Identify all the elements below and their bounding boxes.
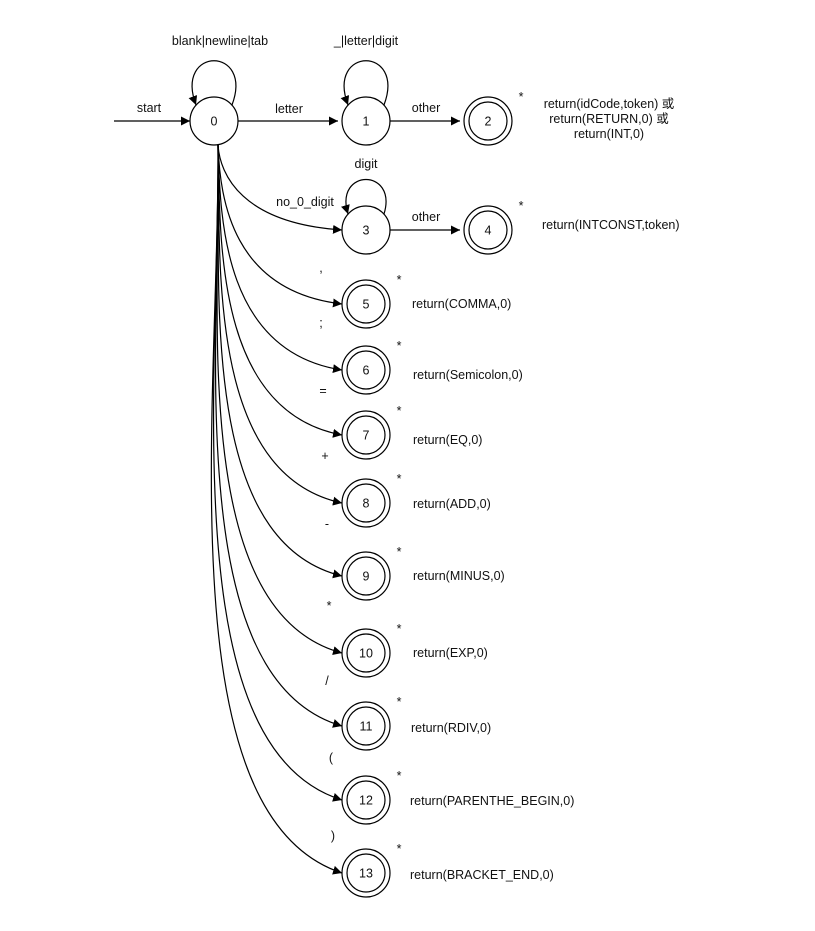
transition-label-0-8: + — [321, 449, 328, 463]
state-label-7: 7 — [363, 429, 370, 443]
state-5: 5* — [341, 273, 402, 329]
action-6-line-0: return(Semicolon,0) — [413, 368, 523, 382]
transition-0-10 — [216, 144, 343, 655]
state-label-4: 4 — [485, 224, 492, 238]
accept-star-12: * — [397, 769, 402, 783]
state-11: 11 * — [341, 695, 402, 751]
action-8-line-0: return(ADD,0) — [413, 497, 491, 511]
state-label-0: 0 — [211, 115, 218, 129]
transition-label-1-2: other — [412, 101, 441, 115]
action-5-line-0: return(COMMA,0) — [412, 297, 511, 311]
accept-star-4: * — [519, 199, 524, 213]
transition-label-1-1: _|letter|digit — [333, 34, 399, 48]
accept-star-10: * — [397, 622, 402, 636]
accept-star-8: * — [397, 472, 402, 486]
transition-0-6 — [217, 144, 343, 374]
state-12: 12 * — [341, 769, 402, 825]
state-label-11: 11 — [360, 720, 373, 734]
transition-label-3-4: other — [412, 210, 441, 224]
action-2-line-0: return(idCode,token) 或 — [544, 97, 675, 111]
transition-3-3 — [341, 179, 387, 215]
transition-0-0 — [188, 60, 237, 106]
state-0: 0 — [189, 96, 239, 146]
state-label-5: 5 — [363, 298, 370, 312]
accept-star-7: * — [397, 404, 402, 418]
action-7-line-0: return(EQ,0) — [413, 433, 482, 447]
accept-star-11: * — [397, 695, 402, 709]
action-12-line-0: return(PARENTHE_BEGIN,0) — [410, 794, 574, 808]
accept-star-5: * — [397, 273, 402, 287]
transition-label-3-3: digit — [355, 157, 378, 171]
state-label-13: 13 — [359, 867, 373, 881]
state-label-2: 2 — [485, 115, 492, 129]
state-10: 10 * — [341, 622, 402, 678]
transition-label-0-6: ; — [319, 316, 322, 330]
action-2-line-1: return(RETURN,0) 或 — [549, 112, 669, 126]
state-9: 9* — [341, 545, 402, 601]
state-8: 8* — [341, 472, 402, 528]
transition-label-0-1: letter — [275, 102, 303, 116]
action-9-line-0: return(MINUS,0) — [413, 569, 505, 583]
state-2: 2* — [463, 90, 524, 146]
state-label-1: 1 — [363, 115, 370, 129]
state-4: 4* — [463, 199, 524, 255]
state-1: 1 — [341, 96, 391, 146]
transition-0-3 — [217, 144, 343, 234]
action-4-line-0: return(INTCONST,token) — [542, 218, 680, 232]
state-13: 13 * — [341, 842, 402, 898]
state-6: 6* — [341, 339, 402, 395]
action-2-line-2: return(INT,0) — [574, 127, 644, 141]
transition-0-9 — [217, 144, 343, 579]
state-label-3: 3 — [363, 224, 370, 238]
start-label: start — [137, 101, 162, 115]
states-layer: 0 1 2*3 4*5*6*7*8*9*10*11*12*13* — [189, 90, 524, 898]
state-label-8: 8 — [363, 497, 370, 511]
state-label-12: 12 — [359, 794, 373, 808]
edges-layer — [114, 60, 460, 875]
state-label-6: 6 — [363, 364, 370, 378]
action-10-line-0: return(EXP,0) — [413, 646, 488, 660]
transition-label-0-3: no_0_digit — [276, 195, 334, 209]
transition-0-11 — [214, 144, 343, 728]
action-13-line-0: return(BRACKET_END,0) — [410, 868, 554, 882]
transition-label-0-10: * — [327, 599, 332, 613]
state-3: 3 — [341, 205, 391, 255]
accept-star-2: * — [519, 90, 524, 104]
transition-label-0-11: / — [325, 674, 329, 688]
transition-label-0-9: - — [325, 517, 329, 531]
transition-0-13 — [210, 144, 343, 875]
transition-label-0-12: ( — [329, 751, 334, 765]
transition-label-0-13: ) — [331, 829, 335, 843]
state-label-10: 10 — [359, 647, 373, 661]
transition-label-0-5: , — [319, 261, 322, 275]
transition-0-5 — [217, 144, 343, 308]
transition-1-1 — [340, 60, 389, 106]
transition-label-0-0: blank|newline|tab — [172, 34, 268, 48]
accept-star-13: * — [397, 842, 402, 856]
state-label-9: 9 — [363, 570, 370, 584]
action-11-line-0: return(RDIV,0) — [411, 721, 491, 735]
state-7: 7* — [341, 404, 402, 460]
transition-0-12 — [212, 144, 343, 802]
transition-label-0-7: = — [319, 384, 326, 398]
accept-star-6: * — [397, 339, 402, 353]
accept-star-9: * — [397, 545, 402, 559]
labels-layer: start blank|newline|tab letter _|letter|dig… — [137, 34, 680, 882]
